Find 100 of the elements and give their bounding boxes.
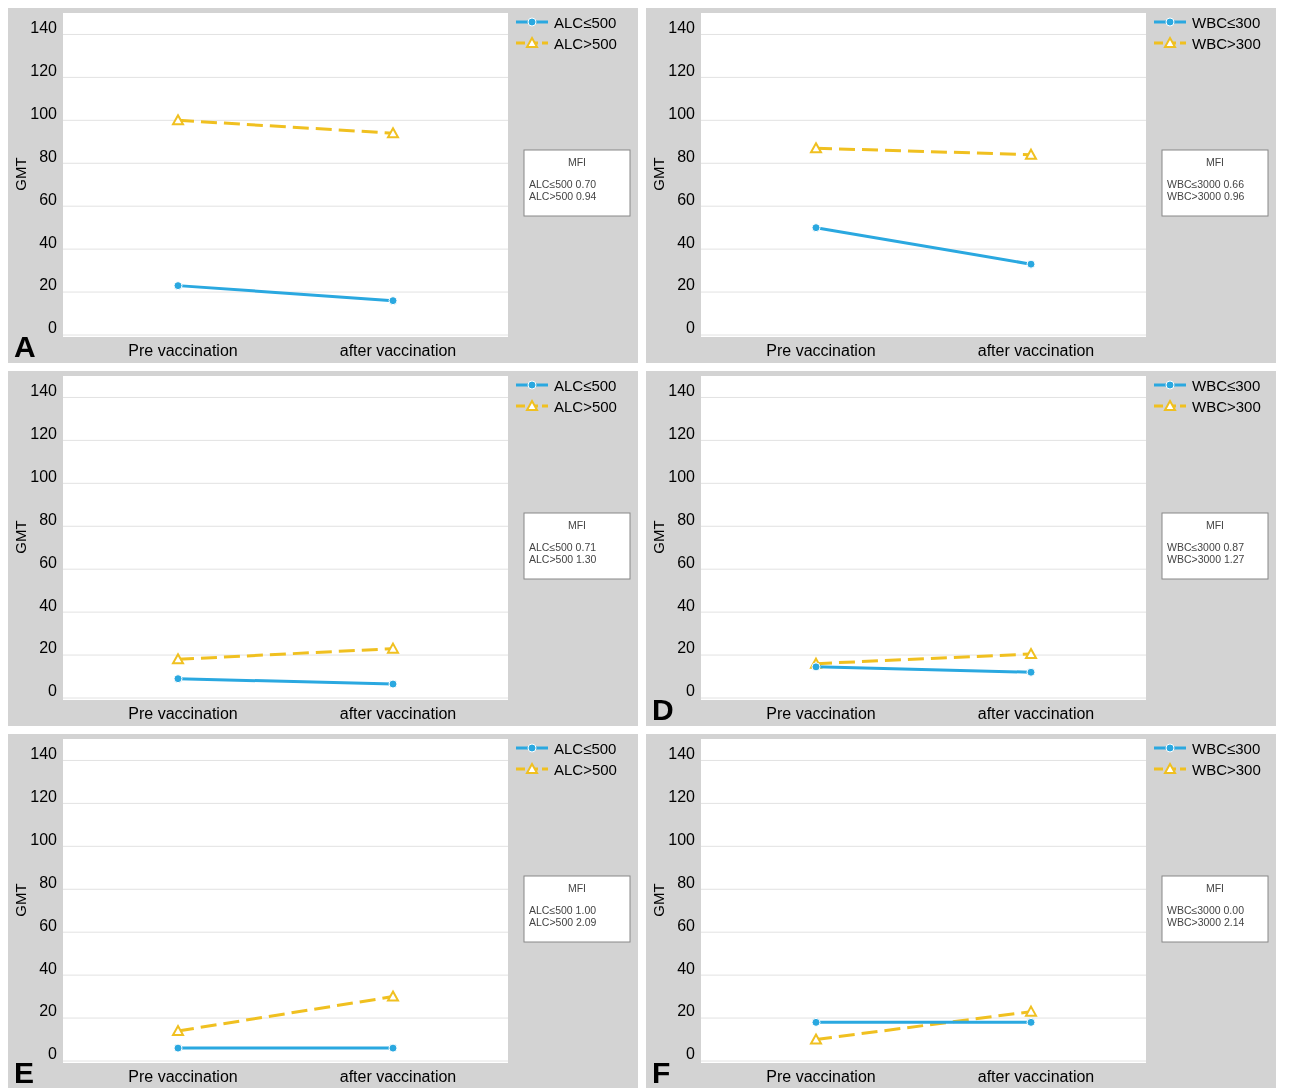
y-tick-label: 40 <box>677 233 696 251</box>
legend-label: ALC>500 <box>554 761 617 778</box>
y-tick-label: 60 <box>677 916 696 934</box>
legend-label: WBC≤300 <box>1192 740 1261 757</box>
y-tick-label: 0 <box>48 682 58 700</box>
text: WBC≤3000 0.66 <box>1167 178 1245 190</box>
legend-label: ALC≤500 <box>554 14 617 31</box>
x-tick-label: after vaccination <box>977 342 1095 359</box>
text: MFI <box>567 882 587 894</box>
text: D <box>652 693 674 726</box>
y-tick-label: 80 <box>677 873 696 891</box>
legend-label: ALC>500 <box>554 398 617 415</box>
y-tick-label: 60 <box>677 553 696 571</box>
legend-label: WBC>300 <box>1192 398 1261 415</box>
text: ALC≤500 0.70 <box>529 178 597 190</box>
legend-label: ALC>500 <box>554 35 617 52</box>
y-tick-label: 120 <box>30 61 58 79</box>
text: F <box>652 1056 671 1088</box>
text: ALC>500 2.09 <box>529 916 597 928</box>
y-tick-label: 140 <box>30 18 58 36</box>
y-axis-title: GMT <box>12 520 29 554</box>
legend-label: WBC>300 <box>1192 761 1261 778</box>
y-tick-label: 60 <box>39 916 58 934</box>
y-tick-label: 100 <box>668 830 696 848</box>
y-tick-label: 80 <box>677 510 696 528</box>
y-tick-label: 100 <box>30 104 58 122</box>
y-tick-label: 0 <box>686 1045 696 1063</box>
y-tick-label: 80 <box>39 873 58 891</box>
y-tick-label: 60 <box>39 553 58 571</box>
y-tick-label: 120 <box>668 787 696 805</box>
x-tick-label: Pre vaccination <box>766 705 876 722</box>
text: MFI <box>1205 519 1225 531</box>
y-axis-title: GMT <box>650 520 667 554</box>
y-tick-label: 80 <box>39 147 58 165</box>
y-tick-label: 140 <box>30 744 58 762</box>
text: WBC>3000 1.27 <box>1167 553 1245 565</box>
y-tick-label: 20 <box>39 276 58 294</box>
text: MFI <box>1205 156 1225 168</box>
y-tick-label: 120 <box>30 787 58 805</box>
text: WBC>3000 2.14 <box>1167 916 1245 928</box>
y-tick-label: 40 <box>39 233 58 251</box>
y-tick-label: 140 <box>668 381 696 399</box>
text: ALC>500 0.94 <box>529 190 597 202</box>
y-tick-label: 20 <box>677 276 696 294</box>
legend-label: ALC≤500 <box>554 740 617 757</box>
y-tick-label: 60 <box>677 190 696 208</box>
y-tick-label: 0 <box>48 1045 58 1063</box>
y-axis-title: GMT <box>650 157 667 191</box>
y-axis-title: GMT <box>12 883 29 917</box>
x-tick-label: after vaccination <box>977 705 1095 722</box>
y-tick-label: 40 <box>677 959 696 977</box>
x-tick-label: Pre vaccination <box>128 342 238 359</box>
text: ALC>500 1.30 <box>529 553 597 565</box>
y-tick-label: 40 <box>39 596 58 614</box>
x-tick-label: after vaccination <box>977 1068 1095 1085</box>
y-tick-label: 40 <box>39 959 58 977</box>
x-tick-label: Pre vaccination <box>766 1068 876 1085</box>
y-tick-label: 80 <box>677 147 696 165</box>
y-tick-label: 80 <box>39 510 58 528</box>
y-tick-label: 20 <box>39 1002 58 1020</box>
x-tick-label: after vaccination <box>339 342 457 359</box>
text: E <box>14 1056 35 1088</box>
text: WBC≤3000 0.87 <box>1167 541 1245 553</box>
y-axis-title: GMT <box>12 157 29 191</box>
y-axis-title: GMT <box>650 883 667 917</box>
x-tick-label: Pre vaccination <box>128 1068 238 1085</box>
text: WBC>3000 0.96 <box>1167 190 1245 202</box>
y-tick-label: 20 <box>39 639 58 657</box>
x-tick-label: Pre vaccination <box>766 342 876 359</box>
legend-label: ALC≤500 <box>554 377 617 394</box>
y-tick-label: 100 <box>30 467 58 485</box>
y-tick-label: 120 <box>30 424 58 442</box>
y-tick-label: 20 <box>677 1002 696 1020</box>
y-tick-label: 140 <box>30 381 58 399</box>
text: WBC≤3000 0.00 <box>1167 904 1245 916</box>
y-tick-label: 100 <box>668 104 696 122</box>
y-tick-label: 20 <box>677 639 696 657</box>
text: ALC≤500 1.00 <box>529 904 597 916</box>
y-tick-label: 0 <box>686 682 696 700</box>
x-tick-label: after vaccination <box>339 1068 457 1085</box>
text: A <box>14 330 36 363</box>
legend-label: WBC>300 <box>1192 35 1261 52</box>
y-tick-label: 100 <box>668 467 696 485</box>
y-tick-label: 140 <box>668 744 696 762</box>
x-tick-label: after vaccination <box>339 705 457 722</box>
x-tick-label: Pre vaccination <box>128 705 238 722</box>
legend-label: WBC≤300 <box>1192 377 1261 394</box>
y-tick-label: 100 <box>30 830 58 848</box>
text: MFI <box>567 519 587 531</box>
y-tick-label: 120 <box>668 424 696 442</box>
text: MFI <box>567 156 587 168</box>
y-tick-label: 0 <box>48 319 58 337</box>
text: ALC≤500 0.71 <box>529 541 597 553</box>
text: MFI <box>1205 882 1225 894</box>
y-tick-label: 60 <box>39 190 58 208</box>
y-tick-label: 40 <box>677 596 696 614</box>
y-tick-label: 140 <box>668 18 696 36</box>
legend-label: WBC≤300 <box>1192 14 1261 31</box>
y-tick-label: 120 <box>668 61 696 79</box>
y-tick-label: 0 <box>686 319 696 337</box>
